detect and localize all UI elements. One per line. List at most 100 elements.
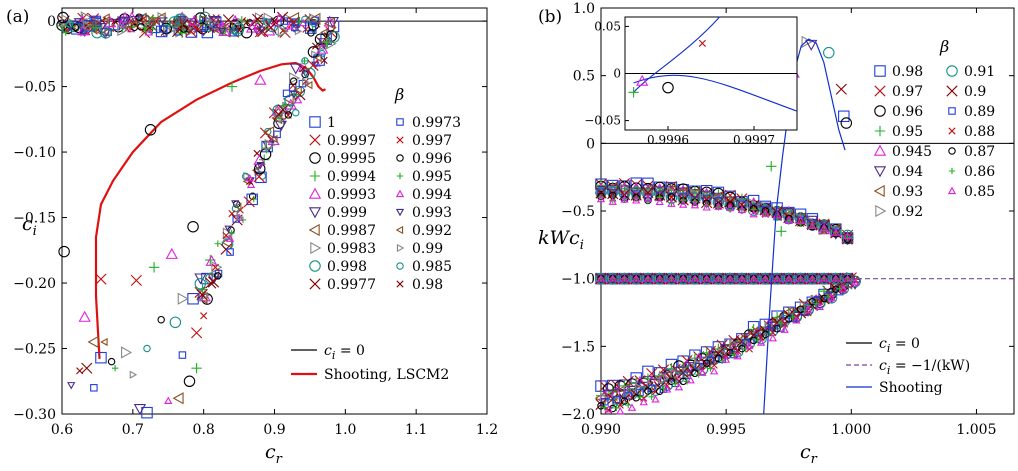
markers-a [56,11,340,419]
panel-a-label: (a) [6,7,29,27]
marker-b [600,393,612,406]
marker-a [289,63,302,75]
marker-b [663,385,672,393]
marker-a [194,277,207,290]
legend-beta-b: 0.91 [964,64,995,80]
marker-b [766,161,777,172]
marker-a [57,11,69,24]
marker-b [710,361,718,369]
marker-b [841,229,854,242]
marker-b [765,330,773,337]
marker-a [213,272,222,280]
legend-title-a: β [394,85,404,104]
marker-b [667,377,676,386]
legend-marker-a [396,172,404,180]
marker-b [635,382,647,396]
marker-a [117,23,129,37]
marker-b [769,329,777,337]
x-tick-label-a: 1.1 [405,422,427,438]
marker-a [302,77,310,87]
marker-b [712,347,724,360]
legend-beta-a: 0.9994 [327,169,376,185]
inset-y-tick-label: −0.05 [584,114,621,128]
legend-marker-a [308,207,322,219]
inset-curve-1 [633,16,721,93]
marker-b [840,117,853,129]
inset-marker [628,87,639,98]
marker-b [839,284,848,293]
marker-b [702,195,711,203]
marker-a [262,18,271,26]
marker-b [710,366,719,375]
marker-a [265,21,277,34]
marker-b [850,278,860,286]
marker-a [85,20,94,30]
marker-b [823,46,835,59]
marker-b [756,338,766,346]
marker-b [792,316,801,324]
legend-marker-a [308,187,322,199]
y-tick-label-a: −0.25 [13,342,56,358]
legend-beta-a: 0.98 [412,277,443,293]
legend-shooting-a: Shooting, LSCM2 [324,367,449,383]
marker-a [301,57,308,65]
y-tick-label-a: −0.20 [13,276,56,292]
marker-a [270,17,278,25]
legend-marker-b [873,144,887,156]
x-axis-label-a: cr [265,441,283,467]
marker-a [293,95,303,104]
legend-marker-b [948,167,956,175]
marker-b [838,110,850,123]
marker-a [280,17,289,25]
y-tick-label-a: −0.15 [13,211,56,227]
x-tick-label-b: 0.990 [581,422,621,438]
marker-a [144,124,157,136]
marker-a [191,362,202,374]
marker-b [820,294,828,303]
marker-b [619,183,631,196]
marker-a [58,245,70,258]
marker-a [77,24,90,36]
marker-b [831,228,840,236]
inset-y-tick-label: 0.05 [594,19,621,33]
marker-a [271,18,280,27]
marker-a [294,85,302,95]
inset-curve-2 [633,74,798,112]
legend-marker-a [396,243,405,253]
legend-marker-b [948,127,956,135]
marker-a [253,153,266,165]
marker-a [102,16,110,25]
marker-a [221,236,233,249]
legend-beta-b: 0.95 [892,124,923,140]
marker-b [608,197,617,205]
y-tick-label-b: −2.0 [561,407,595,423]
legend-lines-b: ci = 0 ci = −1/(kW) Shooting [846,336,970,396]
marker-b [625,385,639,397]
legend-beta-a: 0.998 [327,259,367,275]
x-tick-label-a: 0.9 [263,422,285,438]
marker-b [653,272,666,285]
legend-a: β 1 0.9997 0.9995 0.9994 0.9993 0.999 0.9987 0.… [308,85,461,293]
marker-a [232,22,245,34]
marker-b [812,300,820,307]
legend-b: β 0.98 0.97 0.96 0.95 0.945 0.94 0.93 0.92 0.91 0… [873,37,995,220]
marker-b [636,393,644,401]
marker-a [141,24,148,32]
legend-beta-b: 0.98 [892,64,923,80]
marker-b [777,320,785,327]
marker-b [608,189,617,197]
legend-marker-b [873,184,885,198]
inset-marker [662,81,674,94]
legend-beta-a: 0.996 [412,151,452,167]
marker-b [694,363,703,371]
marker-a [254,73,267,85]
marker-a [256,162,265,170]
x-tick-label-a: 0.6 [51,422,73,438]
y-axis-label-b: kWci [538,227,584,253]
marker-a [231,200,240,208]
marker-b [674,382,684,391]
legend-marker-b [873,166,887,178]
legend-marker-a [309,278,321,290]
legend-beta-b: 0.87 [964,144,995,160]
marker-b [737,205,747,214]
